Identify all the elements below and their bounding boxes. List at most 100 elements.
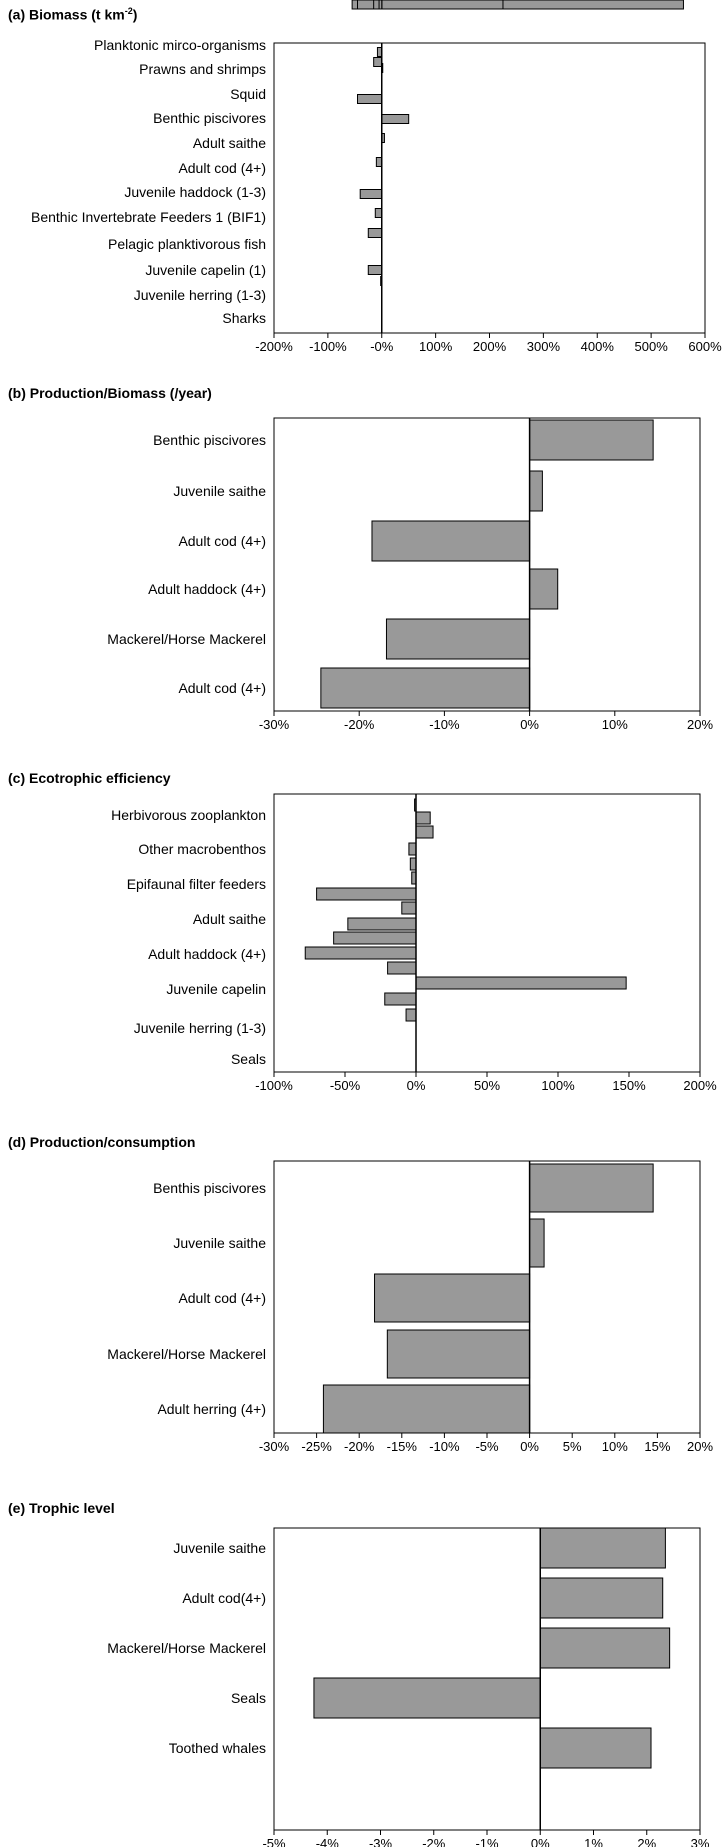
category-label: Juvenile haddock (1-3) [124,184,266,200]
panel-a-biomass: (a) Biomass (t km-2) Planktonic mirco-or… [0,0,726,354]
chart-title: (e) Trophic level [8,1500,115,1516]
x-tick-label: 2% [637,1836,656,1847]
x-tick-label: -3% [369,1836,393,1847]
x-tick-label: 3% [691,1836,710,1847]
bar [539,1627,671,1669]
category-label: Benthic piscivores [153,432,266,448]
x-tick-label: -30% [259,1439,290,1454]
bar [322,1384,531,1434]
category-label: Pelagic planktivorous fish [108,236,266,252]
chart-title: (d) Production/consumption [8,1134,196,1150]
x-tick-label: -5% [475,1439,499,1454]
panel-b-production-biomass: (b) Production/Biomass (/year) Benthic p… [0,0,726,760]
category-label: Adult herring (4+) [157,1401,266,1417]
x-tick-label: -200% [255,339,293,354]
x-tick-label: 20% [687,1439,713,1454]
x-tick-label: -4% [316,1836,340,1847]
category-label: Mackerel/Horse Mackerel [107,631,266,647]
category-label: Adult haddock (4+) [148,581,266,597]
x-tick-label: 5% [563,1439,582,1454]
chart-title: (c) Ecotrophic efficiency [8,770,171,786]
bar [374,1273,531,1323]
x-tick-label: 200% [473,339,507,354]
bar [529,568,559,610]
category-label: Prawns and shrimps [139,61,266,77]
category-label: Toothed whales [169,1740,266,1756]
plot-frame [273,417,701,712]
bar [320,667,531,709]
x-tick-label: 0% [520,717,539,732]
category-label: Adult cod (4+) [178,680,266,696]
x-tick-label: -15% [387,1439,418,1454]
x-tick-label: -5% [262,1836,286,1847]
chart-title: (b) Production/Biomass (/year) [8,385,212,401]
category-label: Juvenile saithe [173,1540,266,1556]
category-label: Other macrobenthos [138,841,266,857]
category-label: Epifaunal filter feeders [127,876,266,892]
panel-d-production-consumption: (d) Production/consumption Benthis pisci… [8,1134,713,1454]
x-tick-label: -0% [370,339,394,354]
production-biomass-bar-chart: Benthic piscivores Juvenile saithe Adult c… [107,417,713,732]
x-tick-label: -10% [429,717,460,732]
category-label: Juvenile herring (1-3) [134,1020,266,1036]
category-label: Juvenile herring (1-3) [134,287,266,303]
ecotrophic-efficiency-bar-chart: Herbivorous zooplankton Other macrobentho… [111,793,717,1093]
category-label: Adult cod (4+) [178,160,266,176]
biomass-bar-chart: Planktonic mirco-organisms Prawns and shr… [31,0,722,354]
category-label: Seals [231,1051,266,1067]
category-label: Adult cod(4+) [182,1590,266,1606]
x-tick-label: 500% [635,339,669,354]
x-tick-label: 100% [419,339,453,354]
bar [539,1577,664,1619]
chart-title: (a) Biomass (t km-2) [8,6,138,23]
x-tick-label: -100% [309,339,347,354]
category-label: Sharks [222,310,266,326]
category-label: Mackerel/Horse Mackerel [107,1346,266,1362]
x-tick-label: 10% [602,717,628,732]
x-tick-label: -20% [344,1439,375,1454]
category-label: Juvenile capelin (1) [145,262,266,278]
x-tick-label: 150% [612,1078,646,1093]
x-tick-label: 200% [683,1078,717,1093]
category-label: Adult saithe [193,135,266,151]
bar [539,1727,652,1769]
category-label: Mackerel/Horse Mackerel [107,1640,266,1656]
category-label: Adult cod (4+) [178,1290,266,1306]
category-label: Adult cod (4+) [178,533,266,549]
x-tick-label: 400% [581,339,615,354]
x-tick-label: -20% [344,717,375,732]
x-tick-label: 15% [644,1439,670,1454]
category-label: Seals [231,1690,266,1706]
panel-c-ecotrophic-efficiency: (c) Ecotrophic efficiency Herbivorous zo… [8,770,717,1093]
x-tick-label: -25% [301,1439,332,1454]
x-tick-label: -1% [475,1836,499,1847]
category-label: Juvenile capelin [166,981,266,997]
x-tick-label: -2% [422,1836,446,1847]
category-label: Herbivorous zooplankton [111,807,266,823]
category-label: Adult haddock (4+) [148,946,266,962]
x-tick-label: 20% [687,717,713,732]
bar [386,1329,531,1379]
bar [378,0,383,10]
x-tick-label: 0% [531,1836,550,1847]
x-tick-label: -30% [259,717,290,732]
bar [529,419,654,461]
category-label: Benthic Invertebrate Feeders 1 (BIF1) [31,209,266,225]
x-tick-label: 10% [602,1439,628,1454]
x-tick-label: 0% [407,1078,426,1093]
x-tick-label: 600% [688,339,722,354]
x-tick-label: 300% [527,339,561,354]
category-label: Benthis piscivores [153,1180,266,1196]
x-tick-label: 50% [474,1078,500,1093]
x-tick-label: 0% [520,1439,539,1454]
production-consumption-bar-chart: Benthis piscivores Juvenile saithe Adult c… [107,1160,713,1454]
bar [313,1677,541,1719]
bar [529,1163,654,1213]
category-label: Adult saithe [193,911,266,927]
bar [539,1527,666,1569]
category-label: Planktonic mirco-organisms [94,37,266,53]
category-label: Squid [230,86,266,102]
category-label: Juvenile saithe [173,1235,266,1251]
